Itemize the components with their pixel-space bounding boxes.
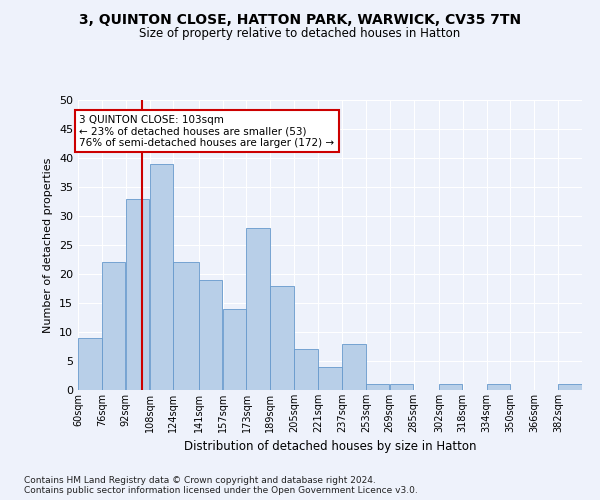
Bar bbox=[294, 350, 318, 390]
Bar bbox=[78, 338, 101, 390]
Bar bbox=[271, 286, 294, 390]
Bar bbox=[223, 309, 246, 390]
Y-axis label: Number of detached properties: Number of detached properties bbox=[43, 158, 53, 332]
Text: Contains public sector information licensed under the Open Government Licence v3: Contains public sector information licen… bbox=[24, 486, 418, 495]
Bar bbox=[199, 280, 223, 390]
Text: Contains HM Land Registry data © Crown copyright and database right 2024.: Contains HM Land Registry data © Crown c… bbox=[24, 476, 376, 485]
X-axis label: Distribution of detached houses by size in Hatton: Distribution of detached houses by size … bbox=[184, 440, 476, 454]
Bar bbox=[389, 384, 413, 390]
Bar bbox=[318, 367, 341, 390]
Bar bbox=[102, 262, 125, 390]
Bar bbox=[342, 344, 365, 390]
Bar bbox=[558, 384, 582, 390]
Bar bbox=[149, 164, 173, 390]
Bar bbox=[439, 384, 463, 390]
Text: 3, QUINTON CLOSE, HATTON PARK, WARWICK, CV35 7TN: 3, QUINTON CLOSE, HATTON PARK, WARWICK, … bbox=[79, 12, 521, 26]
Text: 3 QUINTON CLOSE: 103sqm
← 23% of detached houses are smaller (53)
76% of semi-de: 3 QUINTON CLOSE: 103sqm ← 23% of detache… bbox=[79, 114, 335, 148]
Bar bbox=[173, 262, 199, 390]
Bar bbox=[366, 384, 389, 390]
Bar bbox=[247, 228, 270, 390]
Text: Size of property relative to detached houses in Hatton: Size of property relative to detached ho… bbox=[139, 28, 461, 40]
Bar bbox=[126, 198, 149, 390]
Bar bbox=[487, 384, 510, 390]
